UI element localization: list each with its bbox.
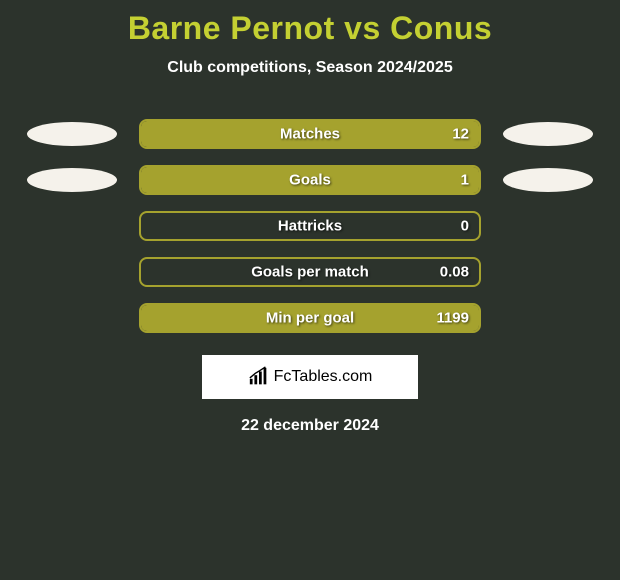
stat-row: Matches 12 [0, 119, 620, 149]
stat-bar: Matches 12 [139, 119, 481, 149]
stat-bar: Min per goal 1199 [139, 303, 481, 333]
stat-bar: Goals 1 [139, 165, 481, 195]
logo-badge: FcTables.com [202, 355, 418, 399]
stat-row: Hattricks 0 [0, 211, 620, 241]
stat-bar: Hattricks 0 [139, 211, 481, 241]
stat-label: Goals per match [251, 264, 369, 281]
stat-label: Hattricks [278, 218, 342, 235]
left-player-marker [27, 122, 117, 146]
stat-value: 1 [461, 172, 469, 189]
stat-value: 0.08 [440, 264, 469, 281]
stat-label: Goals [289, 172, 331, 189]
right-player-marker [503, 168, 593, 192]
stat-label: Min per goal [266, 310, 354, 327]
page-title: Barne Pernot vs Conus [0, 0, 620, 47]
stat-row: Min per goal 1199 [0, 303, 620, 333]
stat-value: 0 [461, 218, 469, 235]
stat-row: Goals per match 0.08 [0, 257, 620, 287]
left-player-marker [27, 168, 117, 192]
right-player-marker [503, 122, 593, 146]
stat-label: Matches [280, 126, 340, 143]
footer-date: 22 december 2024 [0, 417, 620, 435]
stat-row: Goals 1 [0, 165, 620, 195]
logo-text: FcTables.com [274, 368, 373, 386]
stat-value: 12 [452, 126, 469, 143]
page-subtitle: Club competitions, Season 2024/2025 [0, 59, 620, 77]
stat-value: 1199 [436, 310, 469, 327]
stat-bar: Goals per match 0.08 [139, 257, 481, 287]
chart-icon [248, 366, 270, 388]
comparison-chart: Matches 12 Goals 1 Hattricks 0 Goals per match… [0, 119, 620, 333]
